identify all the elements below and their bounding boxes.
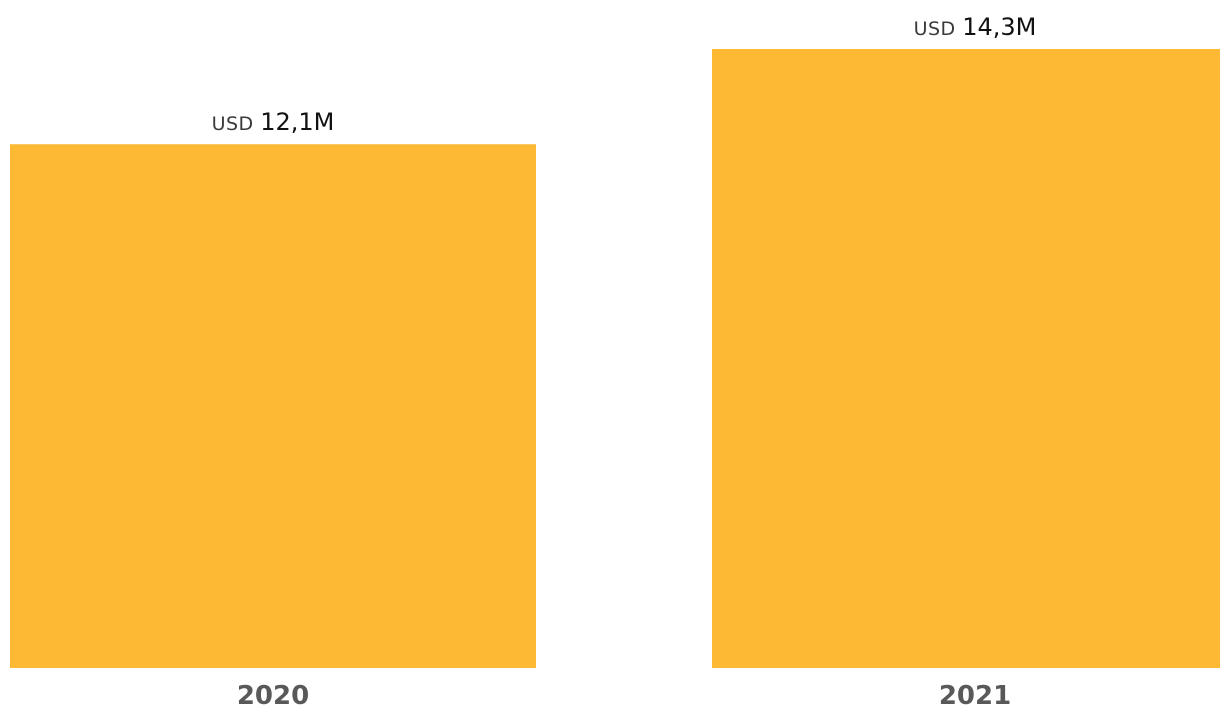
bars-group bbox=[10, 49, 1220, 668]
bar-2021 bbox=[712, 49, 1220, 668]
bar-value-currency: USD bbox=[914, 18, 963, 40]
x-tick-labels-group: 2020 2021 bbox=[237, 681, 1011, 711]
bar-value-label-2020: USD 12,1M bbox=[212, 108, 335, 136]
x-tick-label-2021: 2021 bbox=[939, 681, 1011, 711]
bar-value-currency: USD bbox=[212, 113, 261, 135]
bar-value-amount: 14,3M bbox=[962, 13, 1036, 41]
x-tick-label-2020: 2020 bbox=[237, 681, 309, 711]
bar-2020 bbox=[10, 144, 536, 668]
bar-value-amount: 12,1M bbox=[260, 108, 334, 136]
bar-value-label-2021: USD 14,3M bbox=[914, 13, 1037, 41]
